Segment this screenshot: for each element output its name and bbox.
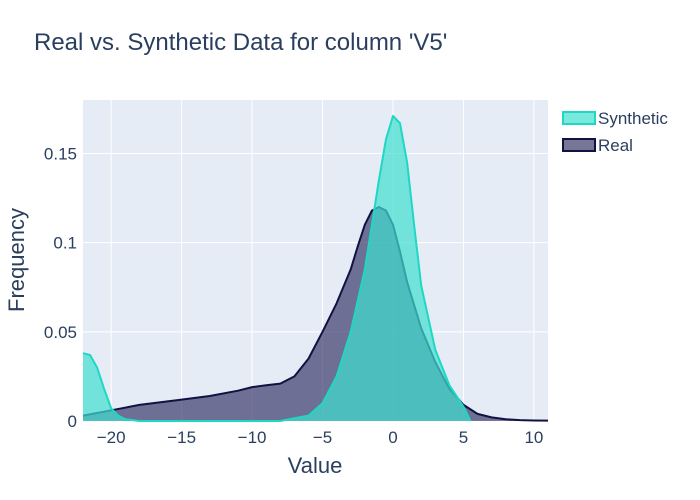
x-tick-label: −5 (313, 428, 332, 447)
synthetic-line (82, 115, 472, 422)
legend-label: Synthetic (598, 109, 668, 128)
x-axis-title: Value (288, 453, 343, 478)
y-tick-label: 0.15 (44, 145, 77, 164)
y-tick-label: 0 (68, 412, 77, 431)
legend-swatch (562, 138, 596, 152)
legend[interactable]: Synthetic Real (562, 109, 668, 155)
y-tick-label: 0.05 (44, 323, 77, 342)
y-tick-label: 0.1 (53, 234, 77, 253)
y-ticks: 0 0.05 0.1 0.15 (44, 145, 77, 432)
x-tick-label: −20 (97, 428, 126, 447)
legend-item-real[interactable]: Real (562, 136, 633, 155)
x-ticks: −20 −15 −10 −5 0 5 10 (97, 428, 544, 447)
legend-item-synthetic[interactable]: Synthetic (562, 109, 668, 128)
y-axis-title: Frequency (4, 208, 29, 312)
x-tick-label: 10 (524, 428, 543, 447)
chart-title: Real vs. Synthetic Data for column 'V5' (34, 29, 447, 56)
legend-label: Real (598, 136, 633, 155)
series-synthetic (82, 115, 472, 422)
legend-swatch (562, 111, 596, 125)
x-tick-label: −15 (167, 428, 196, 447)
real-line (82, 206, 549, 422)
synthetic-area (83, 116, 471, 421)
x-tick-label: 5 (459, 428, 468, 447)
series-layer (82, 115, 549, 422)
x-tick-label: −10 (238, 428, 267, 447)
x-tick-label: 0 (388, 428, 397, 447)
